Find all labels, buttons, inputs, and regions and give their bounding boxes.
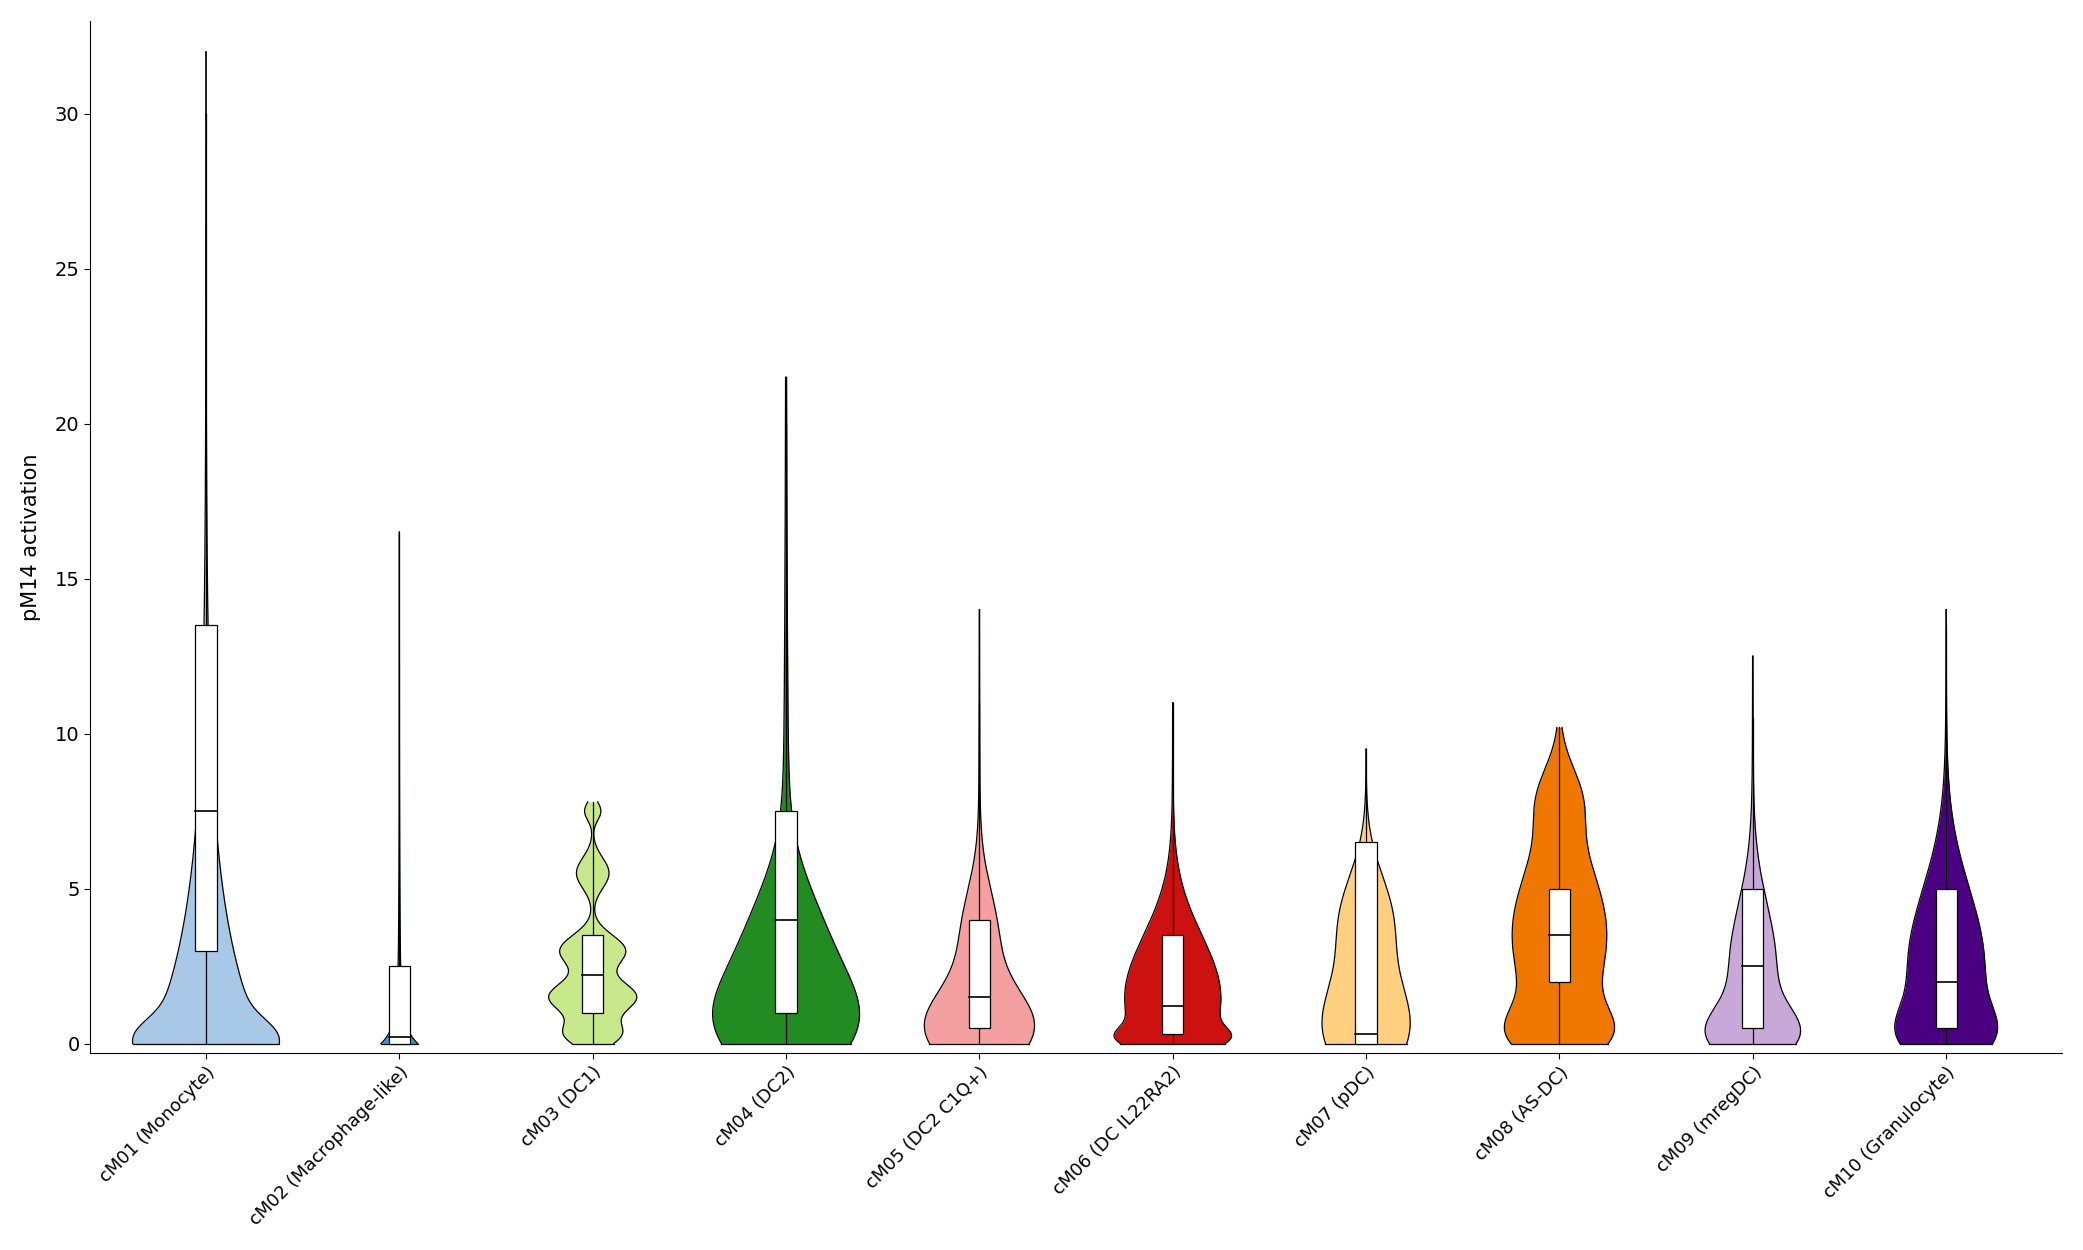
Y-axis label: pM14 activation: pM14 activation — [21, 452, 42, 620]
Bar — [581, 935, 604, 1013]
Bar — [196, 625, 217, 950]
Bar — [1741, 889, 1764, 1028]
Bar — [775, 811, 796, 1012]
Bar — [969, 920, 989, 1028]
Bar — [1356, 842, 1377, 1044]
Bar — [1162, 935, 1183, 1034]
Bar — [1935, 889, 1956, 1028]
Bar — [390, 966, 410, 1044]
Bar — [1550, 889, 1571, 981]
